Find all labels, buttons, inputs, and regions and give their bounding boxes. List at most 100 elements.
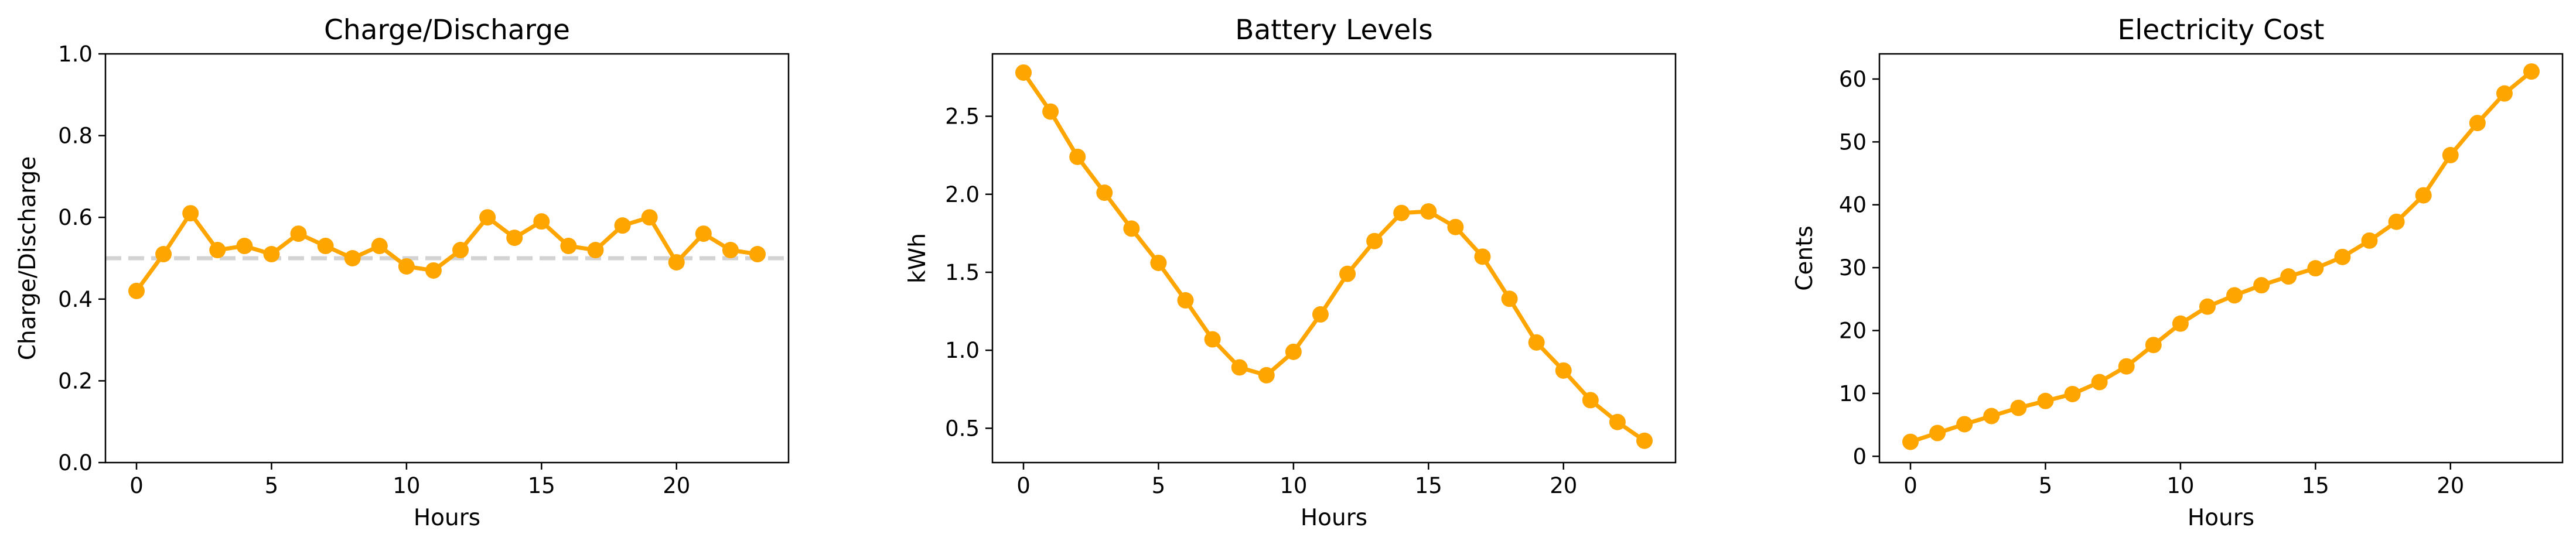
charge-discharge-y-tick-label: 0.2 [58, 368, 93, 393]
electricity-cost-data-point [2361, 232, 2378, 249]
charge-discharge-data-point [533, 213, 550, 230]
battery-levels-x-tick-label: 5 [1152, 473, 1166, 498]
battery-levels-data-point [1258, 367, 1275, 384]
battery-levels-axes-frame [991, 53, 1677, 464]
electricity-cost-data-point [2523, 63, 2540, 80]
battery-levels-data-point [1312, 306, 1329, 323]
battery-levels-data-point [1123, 220, 1140, 237]
charge-discharge-data-point [371, 238, 388, 255]
charge-discharge-data-point [209, 242, 226, 259]
charge-discharge-y-tick-label: 1.0 [58, 42, 93, 67]
battery-levels-x-tick-label: 20 [1550, 473, 1577, 498]
charge-discharge-data-point [344, 250, 361, 266]
battery-levels-x-tick-label: 0 [1016, 473, 1031, 498]
battery-levels-data-point [1474, 248, 1491, 265]
electricity-cost-data-point [2145, 337, 2162, 354]
electricity-cost-data-point [2037, 392, 2054, 409]
charge-discharge-data-point [425, 262, 442, 279]
battery-levels-y-tick-label: 0.5 [945, 416, 980, 441]
charge-discharge-data-point [506, 230, 523, 247]
charge-discharge-data-point [155, 246, 172, 263]
battery-levels-data-point [1447, 218, 1464, 235]
charge-discharge-data-point [749, 246, 766, 263]
electricity-cost-data-point [2415, 187, 2432, 204]
electricity-cost-x-tick-label: 0 [1903, 473, 1918, 498]
charge-discharge-data-point [182, 205, 199, 222]
charge-discharge-data-point [587, 242, 604, 259]
battery-levels-data-point [1501, 290, 1518, 307]
charge-discharge-y-tick-label: 0.8 [58, 124, 93, 149]
charge-discharge-data-point [641, 209, 658, 226]
electricity-cost-data-point [2199, 298, 2216, 315]
electricity-cost-data-point [2010, 399, 2027, 416]
charge-discharge-x-tick-label: 10 [393, 473, 420, 498]
battery-levels-data-point [1042, 103, 1059, 120]
battery-levels-series-line [1021, 70, 1647, 443]
charge-discharge-data-point [290, 225, 307, 242]
electricity-cost-data-point [2226, 287, 2243, 304]
battery-levels-data-point [1366, 232, 1383, 249]
battery-levels-data-point [1285, 343, 1302, 360]
charge-discharge-x-axis-label: Hours [414, 505, 480, 531]
charge-discharge-data-point [452, 242, 469, 259]
battery-levels-y-tick-label: 1.5 [945, 260, 980, 285]
electricity-cost-data-point [2334, 248, 2351, 265]
electricity-cost-data-point [2469, 115, 2486, 132]
electricity-cost-data-point [1956, 416, 1973, 433]
electricity-cost-x-tick-label: 5 [2039, 473, 2053, 498]
electricity-cost-chart: 0 5 10 15 20 0 10 20 30 40 50 60 Electricity Cost Hou… [1792, 14, 2564, 531]
electricity-cost-data-point [2307, 260, 2324, 277]
charge-discharge-y-tick-label: 0.6 [58, 205, 93, 230]
charge-discharge-x-tick-label: 0 [129, 473, 144, 498]
electricity-cost-y-tick-label: 60 [1839, 67, 1867, 92]
battery-levels-data-point [1555, 362, 1572, 379]
electricity-cost-x-tick-label: 20 [2437, 473, 2464, 498]
battery-levels-data-point [1015, 64, 1032, 81]
charge-discharge-data-point [317, 238, 334, 255]
electricity-cost-data-point [2442, 146, 2459, 163]
battery-levels-data-point [1339, 265, 1356, 282]
battery-levels-data-point [1231, 359, 1248, 376]
charge-discharge-data-point [695, 225, 712, 242]
charge-discharge-x-tick-label: 5 [265, 473, 279, 498]
battery-levels-x-axis-label: Hours [1301, 505, 1367, 531]
electricity-cost-data-point [2388, 213, 2405, 230]
electricity-cost-y-tick-label: 20 [1839, 318, 1867, 343]
charge-discharge-data-point [668, 254, 685, 271]
charge-discharge-data-point [614, 217, 631, 234]
charge-discharge-series-line [134, 211, 760, 293]
charge-discharge-data-point [398, 258, 415, 275]
charge-discharge-x-tick-label: 20 [663, 473, 690, 498]
charge-discharge-data-point [722, 242, 739, 259]
electricity-cost-series-line [1908, 69, 2534, 444]
battery-levels-data-point [1177, 292, 1194, 309]
battery-levels-y-tick-label: 2.5 [945, 104, 980, 129]
battery-levels-y-tick-label: 1.0 [945, 338, 980, 363]
battery-levels-data-point [1420, 203, 1437, 220]
battery-levels-y-axis-label: kWh [905, 233, 931, 283]
electricity-cost-x-tick-label: 15 [2302, 473, 2329, 498]
electricity-cost-y-tick-label: 30 [1839, 255, 1867, 280]
charge-discharge-data-point [479, 209, 496, 226]
electricity-cost-y-tick-label: 40 [1839, 193, 1867, 218]
charge-discharge-y-axis-label: Charge/Discharge [15, 156, 41, 360]
charge-discharge-y-tick-label: 0.0 [58, 450, 93, 475]
electricity-cost-y-tick-label: 50 [1839, 129, 1867, 155]
battery-levels-data-point [1528, 334, 1545, 351]
charge-discharge-data-point [236, 238, 253, 255]
charge-discharge-title: Charge/Discharge [324, 14, 570, 46]
electricity-cost-title: Electricity Cost [2118, 14, 2325, 46]
charge-discharge-chart: 0 5 10 15 20 0.0 0.2 0.4 0.6 0.8 1.0 Charge/Dischar… [15, 14, 790, 531]
battery-levels-x-tick-label: 10 [1280, 473, 1307, 498]
electricity-cost-data-point [1929, 425, 1946, 442]
charge-discharge-data-point [128, 282, 145, 299]
battery-levels-data-point [1069, 148, 1086, 165]
electricity-cost-data-point [2118, 358, 2135, 375]
battery-levels-data-point [1150, 254, 1167, 271]
electricity-cost-y-axis-label: Cents [1792, 225, 1818, 291]
electricity-cost-x-tick-label: 10 [2166, 473, 2194, 498]
charge-discharge-x-tick-label: 15 [528, 473, 555, 498]
charge-discharge-data-point [263, 246, 280, 263]
electricity-cost-data-point [2064, 385, 2081, 402]
